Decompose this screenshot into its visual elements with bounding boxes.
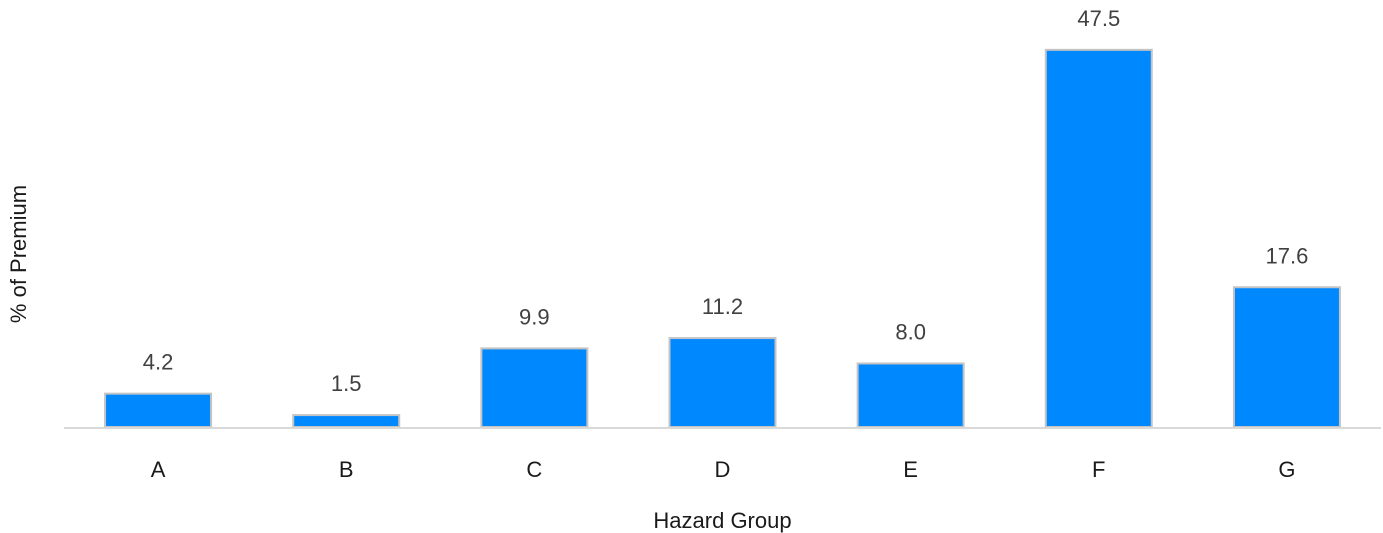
- bar-E: [856, 362, 965, 429]
- value-label-C: 9.9: [519, 304, 550, 329]
- value-labels-group: 4.2 1.5 9.9 11.2 8.0 47.5 17.6: [143, 6, 1309, 396]
- bar-G: [1232, 286, 1341, 429]
- x-tick-label-G: G: [1278, 457, 1295, 482]
- x-tick-label-C: C: [526, 457, 542, 482]
- x-tick-labels-group: A B C D E F G: [151, 457, 1296, 482]
- y-axis-title: % of Premium: [6, 185, 31, 323]
- x-tick-label-D: D: [715, 457, 731, 482]
- x-tick-label-F: F: [1092, 457, 1105, 482]
- x-axis-title: Hazard Group: [653, 508, 791, 533]
- value-label-F: 47.5: [1077, 6, 1120, 31]
- value-label-B: 1.5: [331, 371, 362, 396]
- x-tick-label-B: B: [339, 457, 354, 482]
- bar-C: [480, 347, 589, 429]
- value-label-D: 11.2: [702, 294, 743, 319]
- bar-B: [292, 414, 401, 428]
- value-label-A: 4.2: [143, 350, 174, 375]
- value-label-E: 8.0: [895, 319, 926, 344]
- bar-F: [1044, 48, 1153, 428]
- x-tick-label-E: E: [903, 457, 918, 482]
- bars-group: [104, 48, 1341, 429]
- bar-A: [104, 392, 213, 429]
- bar-D: [668, 337, 777, 428]
- x-tick-label-A: A: [151, 457, 166, 482]
- value-label-G: 17.6: [1266, 243, 1309, 268]
